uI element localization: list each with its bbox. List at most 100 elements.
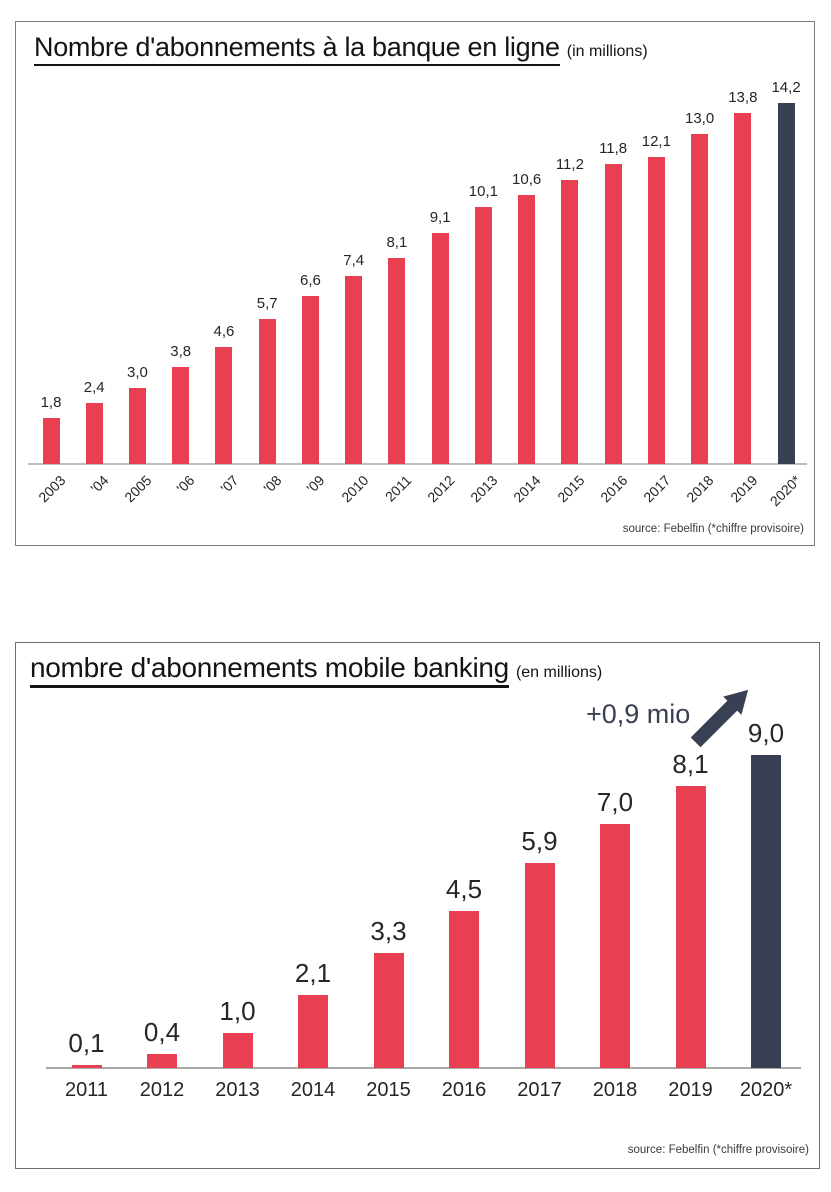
bar-value-label: 11,2 <box>555 156 584 173</box>
bar-2014 <box>298 995 328 1068</box>
online-banking-chart-title: Nombre d'abonnements à la banque en lign… <box>34 32 648 66</box>
x-axis-label: 2018 <box>592 1079 638 1101</box>
x-axis-label: '07 <box>217 472 242 497</box>
growth-annotation: +0,9 mio <box>586 699 691 729</box>
bar-2016 <box>449 911 479 1068</box>
bar-2005 <box>128 388 146 464</box>
bar-value-label: 8,1 <box>386 234 408 251</box>
x-axis-label: 2015 <box>366 1079 411 1101</box>
source-note: source: Febelfin (*chiffre provisoire) <box>622 523 804 535</box>
bar-2013 <box>474 207 492 464</box>
bar-2010 <box>345 276 363 464</box>
online-banking-plot-area: 1,8 2003 2,4 '04 3,0 2005 3,8 '06 4,6 '07 5,7 '08 6,… <box>16 22 814 545</box>
x-axis-label: 2019 <box>668 1079 713 1101</box>
x-axis-label: 2018 <box>683 472 717 506</box>
x-axis-label: 2005 <box>121 472 155 506</box>
chart-title-text: Nombre d'abonnements à la banque en lign… <box>34 32 560 66</box>
x-axis-label: 2012 <box>139 1079 185 1101</box>
x-axis-label: 2014 <box>510 472 544 506</box>
bar-value-label: 14,2 <box>771 79 801 96</box>
mobile-banking-chart-panel: nombre d'abonnements mobile banking (en m… <box>15 642 820 1169</box>
source-note: source: Febelfin (*chiffre provisoire) <box>627 1144 809 1156</box>
x-axis-label: '04 <box>87 472 112 497</box>
bar-2012 <box>431 233 449 464</box>
bar-value-label: 1,0 <box>219 996 256 1026</box>
x-axis-label: '09 <box>303 472 328 497</box>
bar-'08 <box>258 319 276 464</box>
bar-value-label: 10,1 <box>468 183 498 200</box>
bar-value-label: 4,5 <box>445 874 483 904</box>
bar-value-label: 3,0 <box>127 364 148 381</box>
x-axis-label: 2011 <box>381 472 415 505</box>
x-axis-line <box>46 1067 801 1069</box>
x-axis-label: 2020* <box>766 472 804 510</box>
bar-2018 <box>691 134 709 464</box>
bar-value-label: 5,7 <box>256 295 278 312</box>
x-axis-label: 2014 <box>290 1079 336 1101</box>
bar-value-label: 3,8 <box>170 343 192 360</box>
x-axis-label: 2003 <box>34 472 69 506</box>
bar-'07 <box>215 347 233 464</box>
mobile-banking-plot-area: +0,9 mio 0,1 2011 0,4 2012 1,0 2013 2,1 2014 3,3… <box>16 643 819 1168</box>
x-axis-label: 2012 <box>424 472 458 506</box>
bar-2012 <box>147 1054 177 1068</box>
x-axis-label: 2017 <box>517 1079 562 1101</box>
bar-value-label: 13,8 <box>728 89 758 106</box>
bar-value-label: 10,6 <box>512 171 542 188</box>
x-axis-line <box>28 463 807 465</box>
bar-value-label: 6,6 <box>300 272 321 289</box>
bar-2018 <box>600 824 630 1068</box>
bar-value-label: 0,4 <box>143 1017 181 1047</box>
bar-value-label: 11,8 <box>599 140 628 157</box>
x-axis-label: 2019 <box>726 472 761 506</box>
online-banking-chart-panel: Nombre d'abonnements à la banque en lign… <box>15 21 815 546</box>
bar-'06 <box>172 367 190 464</box>
mobile-banking-chart-title: nombre d'abonnements mobile banking (en m… <box>30 652 603 688</box>
bar-2013 <box>222 1033 253 1068</box>
x-axis-label: 2015 <box>553 472 588 506</box>
growth-arrow-icon <box>690 689 749 748</box>
bar-2020* <box>777 103 795 464</box>
bar-2015 <box>561 180 579 464</box>
bar-2015 <box>373 953 404 1068</box>
bar-2020* <box>751 755 781 1068</box>
x-axis-label: 2016 <box>597 472 631 506</box>
bar-2019 <box>675 786 706 1068</box>
chart-title-unit: (en millions) <box>515 664 603 681</box>
x-axis-label: 2011 <box>64 1079 108 1101</box>
bar-2014 <box>518 195 536 464</box>
bar-2019 <box>734 113 752 464</box>
x-axis-label: 2017 <box>640 472 674 506</box>
bar-value-label: 13,0 <box>684 110 715 127</box>
bar-'09 <box>301 296 319 464</box>
bar-value-label: 5,9 <box>521 826 558 856</box>
x-axis-label: '08 <box>260 472 285 497</box>
bar-value-label: 0,1 <box>68 1028 105 1058</box>
bar-value-label: 9,0 <box>747 718 785 748</box>
bar-2017 <box>647 157 665 464</box>
chart-title-unit: (in millions) <box>566 43 648 60</box>
bar-value-label: 4,6 <box>213 323 235 340</box>
x-axis-label: 2013 <box>215 1079 260 1101</box>
bar-value-label: 9,1 <box>429 209 451 226</box>
x-axis-label: 2013 <box>467 472 501 506</box>
x-axis-label: 2020* <box>739 1079 793 1101</box>
bar-2016 <box>604 164 622 464</box>
bar-value-label: 2,4 <box>83 379 105 396</box>
bar-2011 <box>388 258 406 464</box>
bar-value-label: 3,3 <box>370 916 407 946</box>
x-axis-label: 2016 <box>441 1079 487 1101</box>
bar-value-label: 12,1 <box>641 133 671 150</box>
bar-2003 <box>42 418 60 464</box>
bar-value-label: 2,1 <box>294 958 332 988</box>
bar-value-label: 8,1 <box>672 749 709 779</box>
bar-2011 <box>71 1065 102 1068</box>
bar-2017 <box>524 863 555 1068</box>
bar-value-label: 7,4 <box>343 252 365 269</box>
bar-value-label: 7,0 <box>596 787 634 817</box>
bar-value-label: 1,8 <box>40 394 62 411</box>
chart-title-text: nombre d'abonnements mobile banking <box>30 652 509 688</box>
x-axis-label: 2010 <box>337 472 372 506</box>
x-axis-label: '06 <box>173 472 199 497</box>
